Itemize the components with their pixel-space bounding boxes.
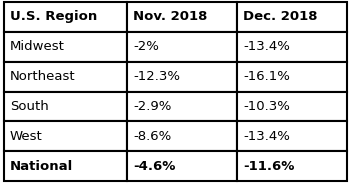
Bar <box>127 151 237 181</box>
Text: -12.3%: -12.3% <box>133 70 180 83</box>
Text: -13.4%: -13.4% <box>243 130 290 143</box>
Text: -4.6%: -4.6% <box>133 160 176 173</box>
Text: -10.3%: -10.3% <box>243 100 290 113</box>
Text: West: West <box>10 130 43 143</box>
Text: Nov. 2018: Nov. 2018 <box>133 10 208 23</box>
Text: -11.6%: -11.6% <box>243 160 294 173</box>
Text: National: National <box>10 160 73 173</box>
Bar <box>237 32 346 62</box>
Text: U.S. Region: U.S. Region <box>10 10 97 23</box>
Text: South: South <box>10 100 49 113</box>
Text: Northeast: Northeast <box>10 70 76 83</box>
Bar <box>4 2 127 32</box>
Bar <box>4 92 127 121</box>
Bar <box>127 32 237 62</box>
Bar <box>237 62 346 92</box>
Bar <box>4 62 127 92</box>
Bar <box>4 121 127 151</box>
Bar <box>127 62 237 92</box>
Text: -2%: -2% <box>133 40 159 53</box>
Text: -13.4%: -13.4% <box>243 40 290 53</box>
Bar <box>127 121 237 151</box>
Text: Midwest: Midwest <box>10 40 65 53</box>
Bar <box>237 92 346 121</box>
Text: Dec. 2018: Dec. 2018 <box>243 10 317 23</box>
Bar <box>127 92 237 121</box>
Bar <box>237 121 346 151</box>
Bar <box>4 32 127 62</box>
Text: -8.6%: -8.6% <box>133 130 172 143</box>
Bar <box>237 151 346 181</box>
Text: -16.1%: -16.1% <box>243 70 290 83</box>
Text: -2.9%: -2.9% <box>133 100 172 113</box>
Bar <box>237 2 346 32</box>
Bar <box>127 2 237 32</box>
Bar <box>4 151 127 181</box>
